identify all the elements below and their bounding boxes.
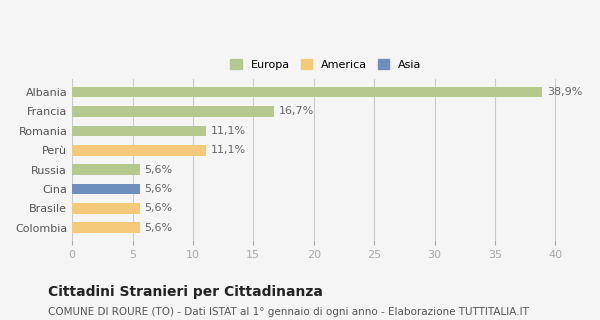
Bar	[72, 203, 140, 214]
Legend: Europa, America, Asia: Europa, America, Asia	[227, 56, 425, 73]
Bar	[72, 222, 140, 233]
Bar	[72, 145, 206, 156]
Text: 5,6%: 5,6%	[145, 223, 173, 233]
Bar	[72, 184, 140, 194]
Bar	[72, 164, 140, 175]
Text: 16,7%: 16,7%	[278, 107, 314, 116]
Text: 11,1%: 11,1%	[211, 145, 246, 155]
Text: 38,9%: 38,9%	[547, 87, 582, 97]
Text: Cittadini Stranieri per Cittadinanza: Cittadini Stranieri per Cittadinanza	[48, 285, 323, 299]
Text: 5,6%: 5,6%	[145, 164, 173, 175]
Bar	[72, 106, 274, 117]
Text: 5,6%: 5,6%	[145, 184, 173, 194]
Text: COMUNE DI ROURE (TO) - Dati ISTAT al 1° gennaio di ogni anno - Elaborazione TUTT: COMUNE DI ROURE (TO) - Dati ISTAT al 1° …	[48, 307, 529, 317]
Text: 11,1%: 11,1%	[211, 126, 246, 136]
Bar	[72, 87, 542, 97]
Bar	[72, 125, 206, 136]
Text: 5,6%: 5,6%	[145, 204, 173, 213]
